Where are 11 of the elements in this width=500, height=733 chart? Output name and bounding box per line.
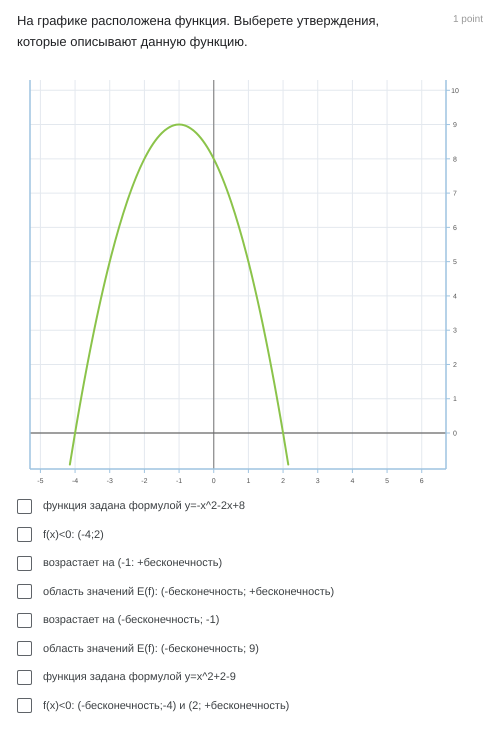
- text: область значений E(f): (-бесконечность; +бесконечность): [43, 586, 334, 598]
- text: область значений E(f): (-бесконечность; 9): [43, 642, 259, 655]
- text: 1 point: [452, 13, 483, 27]
- text: f(x)<0: (-бесконечность;-4) и (2; +бесконечность): [43, 700, 290, 712]
- text: возрастает на (-бесконечность; -1): [43, 614, 220, 626]
- chart-title: На графике расположена функция. Выберете утверждения, которые описывают данную функцию.: [17, 12, 380, 51]
- text: функция задана формулой y=-x^2-2x+8: [43, 500, 245, 512]
- text: возрастает на (-1: +бесконечность): [43, 557, 222, 570]
- text: функция задана формулой y=x^2+2-9: [43, 671, 236, 684]
- line-series: [68, 124, 290, 466]
- text: f(x)<0: (-4;2): [43, 528, 104, 541]
